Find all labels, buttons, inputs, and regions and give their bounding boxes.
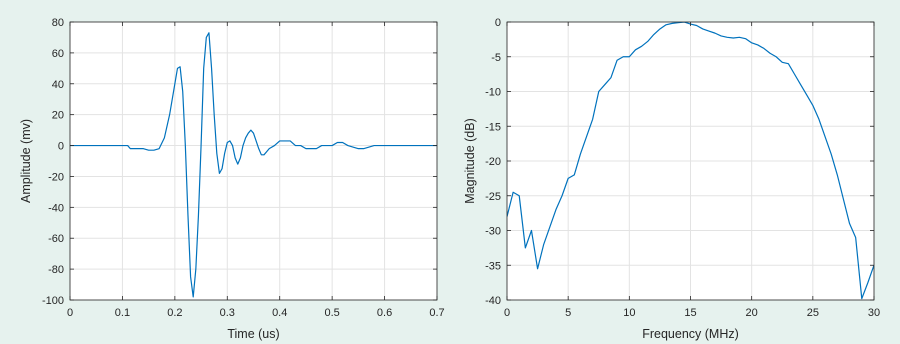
time-ytick-label-1: 60 [52,48,64,60]
time-ytick-label-3: 20 [52,110,64,122]
freq-x-axis-label: Frequency (MHz) [642,327,739,341]
time-axes-background [70,22,437,300]
freq-xtick-label-6: 30 [868,307,880,319]
time-ytick-label-7: -60 [48,233,64,245]
time-ytick-label-6: -40 [48,202,64,214]
time-xtick-label-3: 0.3 [220,307,235,319]
time-xtick-label-5: 0.5 [324,307,339,319]
time-xtick-label-1: 0.1 [115,307,130,319]
freq-xtick-label-1: 5 [565,307,571,319]
freq-xtick-label-3: 15 [684,307,696,319]
time-ytick-label-5: -20 [48,171,64,183]
time-ytick-label-8: -80 [48,264,64,276]
freq-ytick-label-0: 0 [495,17,501,29]
time-xtick-label-0: 0 [67,307,73,319]
time-x-axis-label: Time (us) [227,327,279,341]
freq-ytick-label-1: -5 [491,52,501,64]
freq-ytick-label-3: -15 [485,121,501,133]
time-axes-box [69,21,438,301]
freq-series-line-0 [507,22,874,300]
freq-ytick-label-5: -25 [485,191,501,203]
time-xtick-label-4: 0.4 [272,307,287,319]
frequency-spectrum-plot: 0 5 10 15 20 25 30 0 -5 -10 -15 -20 -25 -30 -35 -40 Freq… [463,17,880,341]
freq-ytick-label-4: -20 [485,156,501,168]
time-xtick-label-6: 0.6 [377,307,392,319]
time-domain-plot: 0 0.1 0.2 0.3 0.4 0.5 0.6 0.7 80 60 40 20 0 -20 -40 -60… [19,17,445,341]
freq-y-axis-label: Magnitude (dB) [463,118,477,203]
time-xtick-label-2: 0.2 [167,307,182,319]
freq-xtick-label-4: 20 [746,307,758,319]
freq-xtick-label-2: 10 [623,307,635,319]
freq-ytick-label-8: -40 [485,295,501,307]
freq-xtick-label-0: 0 [504,307,510,319]
time-y-axis-label: Amplitude (mv) [19,119,33,203]
freq-xtick-label-5: 25 [807,307,819,319]
time-series-line-0 [70,32,437,298]
time-xtick-label-7: 0.7 [429,307,444,319]
time-ytick-label-0: 80 [52,17,64,29]
time-ytick-label-9: -100 [42,295,64,307]
time-ytick-label-4: 0 [58,141,64,153]
freq-ytick-label-7: -35 [485,260,501,272]
freq-ytick-label-2: -10 [485,87,501,99]
time-ytick-label-2: 40 [52,79,64,91]
freq-ytick-label-6: -30 [485,226,501,238]
